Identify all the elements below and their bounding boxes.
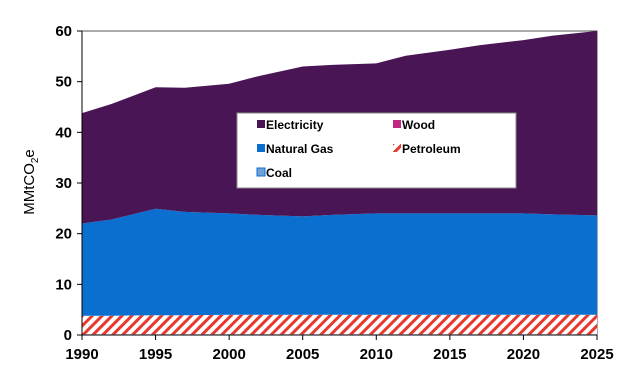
y-tick-label: 10 bbox=[55, 276, 72, 293]
legend-swatch-coal bbox=[256, 167, 266, 177]
x-tick-label: 2005 bbox=[286, 346, 319, 363]
x-tick-label: 2010 bbox=[360, 346, 393, 363]
area-petroleum bbox=[82, 314, 597, 335]
y-tick-label: 60 bbox=[55, 23, 72, 40]
area-natural-gas bbox=[82, 208, 597, 316]
legend-swatch-petroleum bbox=[393, 144, 401, 152]
x-tick-label: 2025 bbox=[580, 346, 613, 363]
y-tick-label: 0 bbox=[64, 327, 72, 344]
legend-label-electricity: Electricity bbox=[266, 118, 324, 132]
y-axis-label-suffix: e bbox=[21, 149, 38, 157]
y-axis-label-main: MMtCO bbox=[21, 163, 38, 215]
y-tick-label: 20 bbox=[55, 226, 72, 243]
x-tick-label: 2000 bbox=[212, 346, 245, 363]
y-axis-label: MMtCO2e bbox=[21, 149, 41, 215]
legend-box bbox=[236, 112, 517, 189]
y-tick-label: 50 bbox=[55, 74, 72, 91]
legend-label-petroleum: Petroleum bbox=[402, 142, 461, 156]
legend-swatch-wood bbox=[393, 120, 401, 128]
legend-label-natural-gas: Natural Gas bbox=[266, 142, 334, 156]
legend-label-wood: Wood bbox=[402, 118, 435, 132]
legend-label-coal: Coal bbox=[266, 166, 292, 180]
x-tick-label: 2020 bbox=[507, 346, 540, 363]
axes-group: 0 10 20 30 40 50 60 1990 1995 2000 2005 2010 2015 202… bbox=[55, 23, 613, 363]
x-tick-label: 1995 bbox=[139, 346, 172, 363]
x-tick-label: 1990 bbox=[65, 346, 98, 363]
legend-swatch-natural-gas bbox=[257, 144, 265, 152]
x-tick-label: 2015 bbox=[433, 346, 466, 363]
legend: Electricity Wood Natural Gas Petroleum C… bbox=[236, 112, 517, 189]
y-tick-label: 30 bbox=[55, 175, 72, 192]
legend-swatch-electricity bbox=[257, 120, 265, 128]
y-axis-label-subscript: 2 bbox=[30, 157, 41, 163]
y-tick-label: 40 bbox=[55, 124, 72, 141]
